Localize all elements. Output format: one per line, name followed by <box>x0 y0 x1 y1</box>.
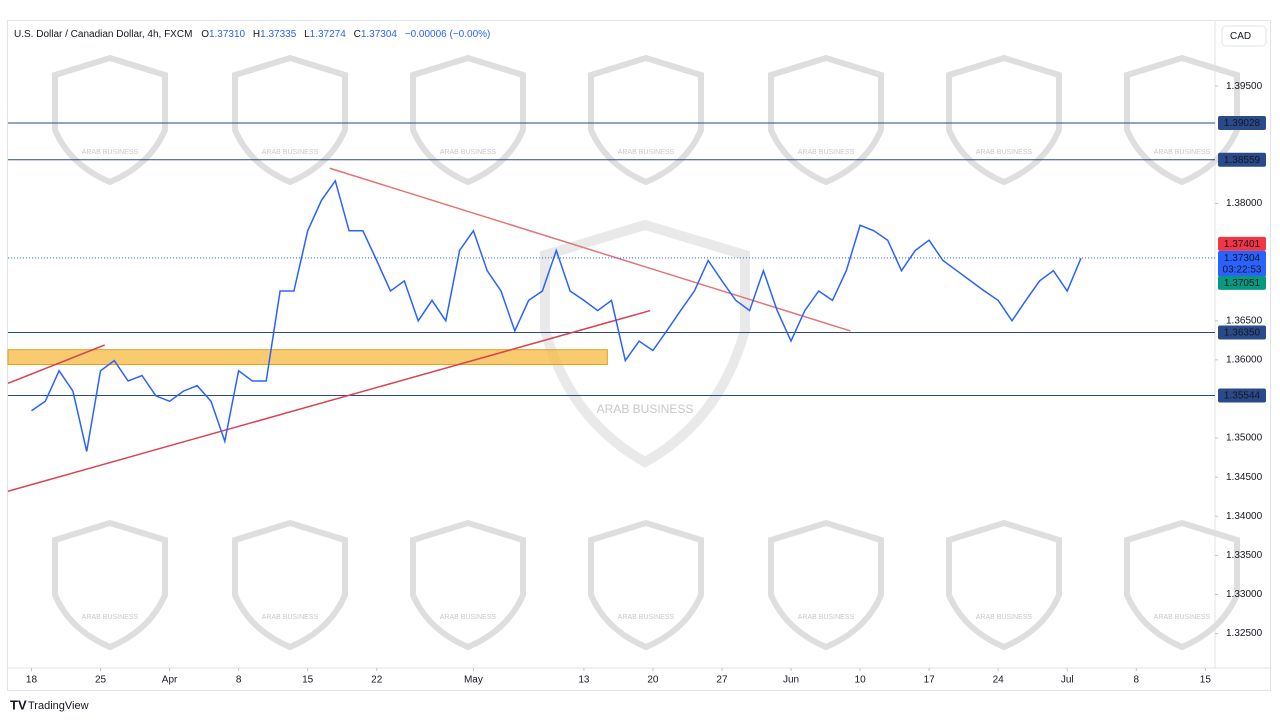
x-tick-label: 15 <box>302 675 314 686</box>
level-badge <box>1218 116 1266 131</box>
watermark-text: ARAB BUSINESS <box>1154 614 1211 621</box>
x-tick-label: Jun <box>783 675 799 686</box>
watermark-text: ARAB BUSINESS <box>798 149 855 156</box>
watermark-text: ARAB BUSINESS <box>440 614 497 621</box>
ohlc-value: 1.37335 <box>260 29 297 40</box>
watermark-shield <box>768 519 884 651</box>
ohlc-label: C <box>354 29 361 40</box>
x-tick-label: 8 <box>1134 675 1140 686</box>
x-tick-label: 25 <box>95 675 107 686</box>
price-badge-label: 1.37051 <box>1224 278 1261 289</box>
x-tick-label: Apr <box>162 675 178 686</box>
watermark-shield <box>410 519 526 651</box>
level-label: 1.39028 <box>1224 118 1261 129</box>
ohlc-label: O <box>201 29 209 40</box>
x-tick-label: 15 <box>1200 675 1212 686</box>
level-badge <box>1218 388 1266 403</box>
zone <box>7 349 608 366</box>
x-tick-label: 17 <box>924 675 936 686</box>
watermark-shield <box>232 519 348 651</box>
x-tick-label: 18 <box>26 675 38 686</box>
watermark-shield <box>588 54 704 186</box>
trendline <box>7 344 105 385</box>
watermark-shield <box>768 54 884 186</box>
watermark-shield <box>232 54 348 186</box>
trendline <box>7 309 651 492</box>
watermark-text: ARAB BUSINESS <box>1154 149 1211 156</box>
watermark-text: ARAB BUSINESS <box>597 402 694 416</box>
watermark-text: ARAB BUSINESS <box>618 149 675 156</box>
watermark-text: ARAB BUSINESS <box>618 614 675 621</box>
x-tick-label: 8 <box>236 675 242 686</box>
watermarks: ARAB BUSINESS ARAB BUSINESS ARAB BUSINESS A… <box>52 54 1240 651</box>
watermark-shield <box>52 519 168 651</box>
level-badge <box>1218 152 1266 167</box>
ohlc-value: 1.37310 <box>209 29 246 40</box>
x-tick-label: 10 <box>855 675 867 686</box>
watermark-shield <box>1124 519 1240 651</box>
brand-logo: TV <box>10 697 27 712</box>
y-tick-label: 1.33000 <box>1226 589 1263 600</box>
price-badge <box>1218 250 1266 277</box>
price-badge <box>1218 236 1266 251</box>
ohlc-label: L <box>304 29 310 40</box>
watermark-shield <box>540 219 750 468</box>
watermark-text: ARAB BUSINESS <box>976 614 1033 621</box>
watermark-text: ARAB BUSINESS <box>798 614 855 621</box>
watermark-shield <box>52 54 168 186</box>
watermark-text: ARAB BUSINESS <box>440 149 497 156</box>
price-line <box>31 179 1082 452</box>
level-label: 1.38559 <box>1224 155 1261 166</box>
level-label: 1.35544 <box>1224 391 1261 402</box>
change: −0.00006 (−0.00%) <box>405 29 491 40</box>
x-tick-label: 13 <box>578 675 590 686</box>
watermark-shield <box>588 519 704 651</box>
y-tick-label: 1.34500 <box>1226 472 1263 483</box>
x-tick-label: May <box>464 675 483 686</box>
watermark-text: ARAB BUSINESS <box>82 614 139 621</box>
ohlc-value: 1.37274 <box>310 29 347 40</box>
watermark-text: ARAB BUSINESS <box>82 149 139 156</box>
countdown: 03:22:53 <box>1223 265 1262 276</box>
price-badge-label: 1.37401 <box>1224 239 1261 250</box>
watermark-shield <box>946 54 1062 186</box>
ohlc-value: 1.37304 <box>361 29 398 40</box>
level-label: 1.36350 <box>1224 328 1261 339</box>
x-tick-label: Jul <box>1061 675 1074 686</box>
level-badge <box>1218 325 1266 340</box>
price-badge <box>1218 275 1266 290</box>
symbol: U.S. Dollar / Canadian Dollar, 4h, FXCM … <box>14 29 490 40</box>
watermark-text: ARAB BUSINESS <box>976 149 1033 156</box>
watermark-shield <box>946 519 1062 651</box>
watermark-shield <box>410 54 526 186</box>
brand[interactable]: TradingView <box>28 700 89 712</box>
y-tick-label: 1.32500 <box>1226 628 1263 639</box>
y-tick-label: 1.34000 <box>1226 511 1263 522</box>
y-tick-label: 1.36000 <box>1226 355 1263 366</box>
currency-button[interactable] <box>1221 25 1267 47</box>
watermark-text: ARAB BUSINESS <box>262 149 319 156</box>
ohlc-label: H <box>253 29 260 40</box>
x-tick-label: 27 <box>716 675 728 686</box>
y-tick-label: 1.33500 <box>1226 550 1263 561</box>
x-tick-label: 22 <box>371 675 383 686</box>
y-tick-label: 1.35000 <box>1226 433 1263 444</box>
y-tick-label: 1.39500 <box>1226 81 1263 92</box>
symbol-name: U.S. Dollar / Canadian Dollar, 4h, FXCM <box>14 29 192 40</box>
trendline <box>329 167 851 332</box>
currency-button-label[interactable]: CAD <box>1230 31 1251 42</box>
x-tick-label: 20 <box>647 675 659 686</box>
x-tick-label: 24 <box>993 675 1005 686</box>
y-tick-label: 1.38000 <box>1226 198 1263 209</box>
watermark-text: ARAB BUSINESS <box>262 614 319 621</box>
price-badge-label: 1.37304 <box>1224 253 1261 264</box>
watermark-shield <box>1124 54 1240 186</box>
y-tick-label: 1.36500 <box>1226 315 1263 326</box>
